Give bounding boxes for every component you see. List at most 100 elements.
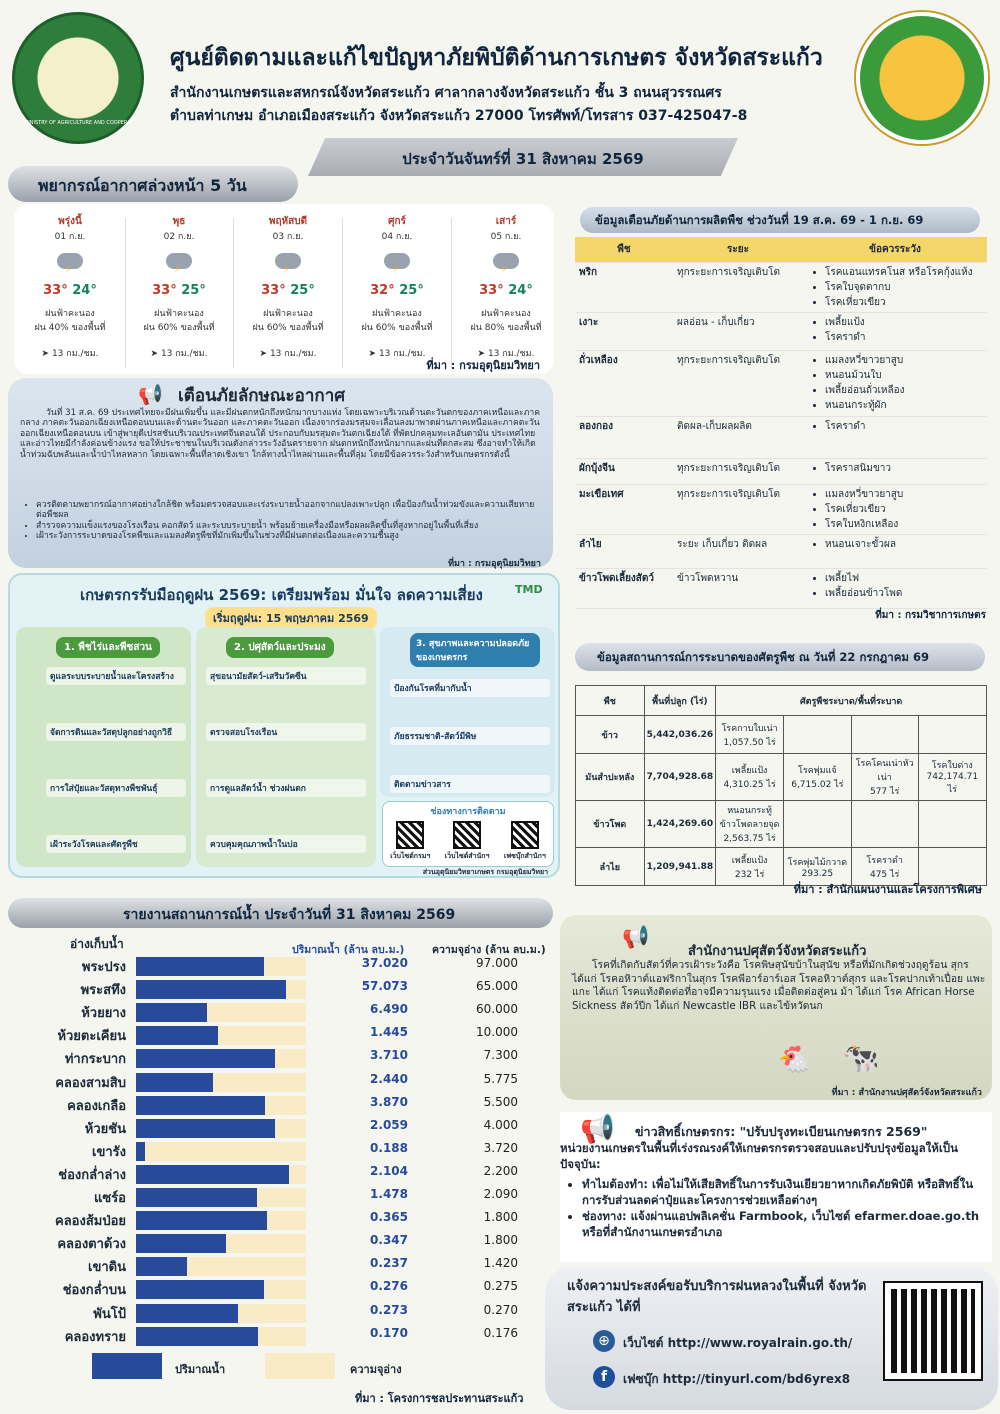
rain-chance: ฝน 60% ของพื้นที่ (252, 323, 324, 333)
pest-col-header: พืช (575, 685, 645, 716)
crop-stage: ทุกระยะการเจริญเติบโต (673, 350, 803, 417)
reservoir-row: ช่องกล่ำบน 0.276 0.275 (8, 1279, 558, 1300)
qr-item[interactable]: เฟซบุ๊กสำนักฯ (504, 821, 546, 862)
pest-cell: โรคกาบใบเน่า 1,057.50 ไร่ (715, 715, 784, 754)
crop-warning-table: พืช ระยะ ข้อควรระวัง พริก ทุกระยะการเจริญเต… (575, 237, 987, 609)
water-col-capacity: ความจุอ่าง (ล้าน ลบ.ม.) (432, 944, 546, 956)
reservoir-name: เขาดิน (88, 1260, 126, 1276)
reservoir-name: เขารัง (92, 1144, 126, 1160)
reservoir-volume: 57.073 (361, 979, 408, 994)
crop-stage: ระยะ เก็บเกี่ยว ติดผล (673, 534, 803, 569)
crop-name: มะเขือเทศ (575, 484, 673, 535)
wind-speed: 13 กม./ชม. (269, 349, 317, 359)
wind-arrow-icon: ➤ (259, 349, 270, 359)
reservoir-volume: 0.237 (370, 1256, 408, 1271)
qr-label: เว็บไซต์กรมฯ (390, 852, 431, 860)
forecast-heading: พยากรณ์อากาศล่วงหน้า 5 วัน (8, 166, 298, 202)
crop-note: เพลี้ยแป้ง (825, 315, 983, 330)
reservoir-capacity: 4.000 (483, 1117, 518, 1132)
reservoir-volume: 3.710 (370, 1048, 408, 1063)
pest-area: 7,704,928.68 (643, 753, 717, 801)
crop-notes: หนอนเจาะขั้วผล (803, 534, 987, 569)
water-col-volume: ปริมาณน้ำ (ล้าน ลบ.ม.) (292, 944, 405, 956)
reservoir-row: เขาดิน 0.237 1.420 (8, 1256, 558, 1277)
crop-note: หนอนเจาะขั้วผล (825, 537, 983, 552)
section-crops: 1. พืชไร่และพืชสวน ดูแลระบบระบายน้ำและโค… (16, 627, 191, 867)
pest-title: ข้อมูลสถานการณ์การระบาดของศัตรูพืช ณ วัน… (597, 650, 930, 664)
qr-item[interactable]: เว็บไซต์สำนักฯ (445, 821, 489, 862)
rain-website-link[interactable]: เว็บไซต์ http://www.royalrain.go.th/ (623, 1336, 853, 1350)
condition: ฝนฟ้าคะนอง (481, 309, 531, 319)
infographic-item: การใส่ปุ๋ยและวัสดุทางพืชพันธุ์ (46, 779, 186, 797)
tmd-logo: TMD (515, 583, 543, 596)
pest-crop: ข้าว (575, 715, 645, 754)
crop-row: ถั่วเหลืองทุกระยะการเจริญเติบโตแมลงหวี่ข… (575, 350, 987, 417)
pest-row: ลำไย 1,209,941.88 เพลี้ยแป้ง 232 ไร่ โรคพุ่… (575, 847, 988, 886)
reservoir-row: พระปรง 37.020 97.000 (8, 956, 558, 976)
wind-arrow-icon: ➤ (477, 349, 488, 359)
day-name: พฤหัสบดี (268, 216, 308, 227)
infographic-credit: ส่วนอุตุนิยมวิทยาเกษตร กรมอุตุนิยมวิทยา (422, 868, 548, 876)
reservoir-name: คลองทราย (64, 1329, 126, 1345)
crop-warning-heading: ข้อมูลเตือนภัยด้านการผลิตพืช ช่วงวันที่ … (580, 207, 980, 233)
address-line-2: ตำบลท่าเกษม อำเภอเมืองสระแก้ว จังหวัดสระ… (170, 108, 748, 124)
reservoir-name: คลองตาด้วง (57, 1237, 126, 1253)
reservoir-volume: 0.365 (370, 1210, 408, 1225)
temp-high: 33° (43, 283, 68, 298)
thunderstorm-icon (57, 253, 83, 275)
rain-facebook-link[interactable]: เฟซบุ๊ก http://tinyurl.com/bd6yrex8 (623, 1372, 851, 1386)
temp-low: 25° (181, 283, 206, 298)
reservoir-row: แซร์อ 1.478 2.090 (8, 1187, 558, 1207)
thunderstorm-icon (275, 253, 301, 275)
temperature: 33° 25° (125, 283, 233, 298)
reservoir-row: พันโป้ 0.273 0.270 (8, 1303, 558, 1323)
volume-bar (136, 1326, 259, 1346)
reservoir-row: คลองตาด้วง 0.347 1.800 (8, 1233, 558, 1254)
condition: ฝนฟ้าคะนอง (45, 309, 95, 319)
crop-notes: เพลี้ยไฟเพลี้ยอ่อนข้าวโพด (803, 568, 987, 609)
wind-speed: 13 กม./ชม. (487, 349, 535, 359)
legend-volume-label: ปริมาณน้ำ (175, 1363, 226, 1376)
volume-bar (136, 1188, 257, 1207)
infographic-item: สุขอนามัยสัตว์-เสริมวัคซีน (206, 667, 366, 685)
crop-stage: ทุกระยะการเจริญเติบโต (673, 458, 803, 485)
section-health-title: 3. สุขภาพและความปลอดภัยของเกษตรกร (410, 633, 540, 667)
reservoir-name: คลองเกลือ (67, 1098, 126, 1114)
infographic-item: ภัยธรรมชาติ-สัตว์มีพิษ (390, 727, 550, 745)
reservoir-capacity: 1.800 (483, 1210, 518, 1225)
volume-bar (136, 1118, 276, 1138)
reservoir-capacity: 65.000 (476, 979, 518, 994)
condition: ฝนฟ้าคะนอง (154, 309, 204, 319)
pest-cell (782, 800, 852, 848)
pest-col-header: ศัตรูพืชระบาด/พื้นที่ระบาด (715, 685, 987, 716)
reservoir-capacity: 5.775 (483, 1071, 518, 1086)
megaphone-icon: 📢 (580, 1112, 615, 1145)
crop-note: หนอนกระทู้ผัก (825, 398, 983, 413)
reservoir-row: คลองเกลือ 3.870 5.500 (8, 1095, 558, 1115)
reservoir-row: ห้วยยาง 6.490 60.000 (8, 1002, 558, 1023)
crop-note: หนอนม้วนใบ (825, 368, 983, 383)
crop-notes: เพลี้ยแป้งโรคราดำ (803, 312, 987, 351)
warning-source: ที่มา : กรมอุตุนิยมวิทยา (448, 559, 541, 569)
megaphone-icon: 📢 (622, 925, 650, 950)
temp-high: 33° (261, 283, 286, 298)
reservoir-volume: 1.478 (370, 1187, 408, 1201)
farmer-rights-news: 📢 ข่าวสิทธิ์เกษตรกร: "ปรับปรุงทะเบียนเกษ… (560, 1112, 992, 1262)
water-heading: รายงานสถานการณ์น้ำ ประจำวันที่ 31 สิงหาค… (8, 898, 553, 928)
crop-name: ข้าวโพดเลี้ยงสัตว์ (575, 568, 673, 609)
crop-note: โรคเหี่ยวเขียว (825, 295, 983, 310)
infographic-title: เกษตรกรรับมือฤดูฝน 2569: เตรียมพร้อม มั่… (80, 586, 483, 604)
water-source: ที่มา : โครงการชลประทานสระแก้ว (355, 1392, 524, 1405)
news-title: ข่าวสิทธิ์เกษตรกร: "ปรับปรุงทะเบียนเกษตร… (635, 1124, 928, 1139)
qr-item[interactable]: เว็บไซต์กรมฯ (390, 821, 430, 862)
ministry-logo-text: MINISTRY OF AGRICULTURE AND COOPERATIVES (24, 120, 134, 126)
news-intro: หน่วยงานเกษตรในพื้นที่เร่งรณรงค์ให้เกษตร… (560, 1141, 958, 1172)
reservoir-capacity: 2.090 (483, 1187, 518, 1201)
rain-title: แจ้งความประสงค์ขอรับบริการฝนหลวงในพื้นที… (567, 1279, 867, 1315)
reservoir-name: ช่องกล่ำบน (62, 1283, 126, 1299)
news-bullets: ทำไมต้องทำ: เพื่อไม่ให้เสียสิทธิ์ในการรั… (582, 1176, 982, 1240)
warning-bullet: สำรวจความแข็งแรงของโรงเรือน คอกสัตว์ และ… (36, 521, 541, 531)
